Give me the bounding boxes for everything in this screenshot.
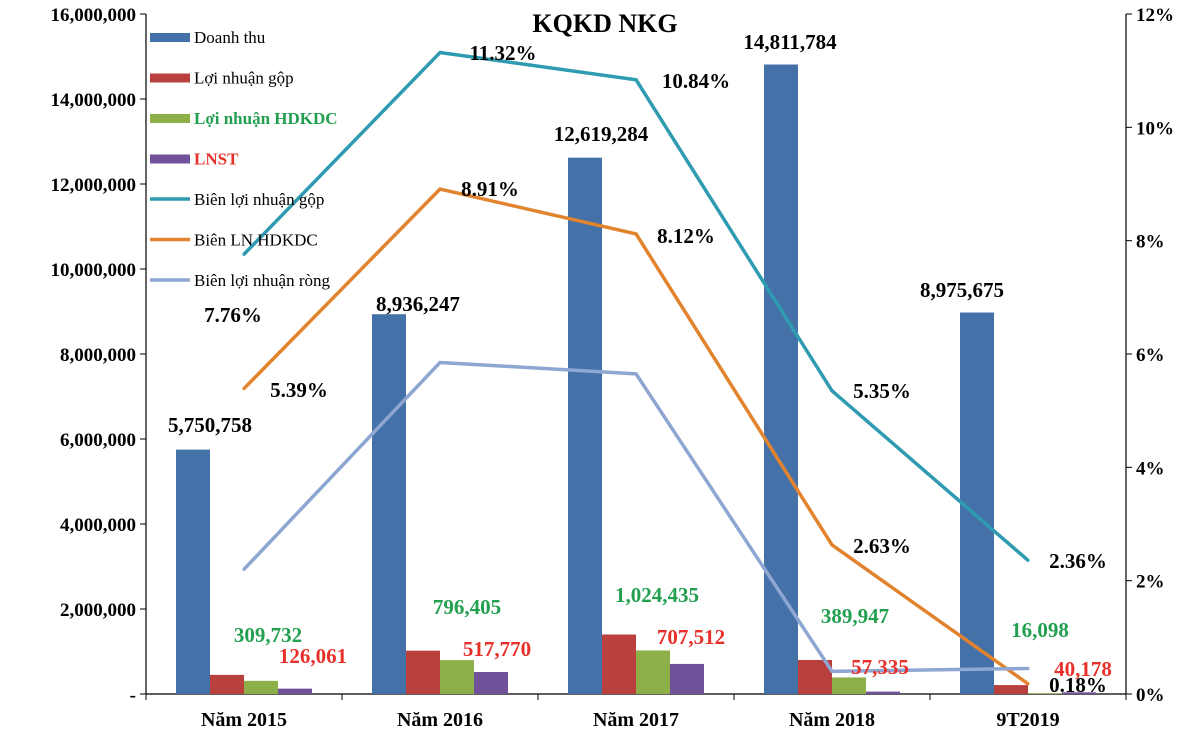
line-point-1-4 [1026, 682, 1030, 686]
chart-title: KQKD NKG [532, 9, 677, 38]
line-label-bien-gop-3: 5.35% [853, 379, 911, 403]
bar-3-2 [670, 663, 704, 694]
bar-label-lnst-2: 707,512 [657, 625, 725, 649]
bar-label-lnst-0: 126,061 [279, 644, 347, 668]
y-right-tick-label: 2% [1136, 572, 1165, 593]
bar-label-hdkdc-3: 389,947 [821, 604, 889, 628]
bar-2-3 [832, 677, 866, 694]
y-right-tick-label: 12% [1136, 5, 1174, 26]
line-point-0-3 [830, 389, 834, 393]
bar-1-4 [994, 685, 1028, 694]
line-label-bien-hdkdc-2: 8.12% [657, 224, 715, 248]
line-point-2-2 [634, 372, 638, 376]
bar-0-0 [176, 449, 210, 694]
y-left-tick-label: 10,000,000 [51, 260, 137, 281]
legend-label-5: Biên LN HDKDC [194, 231, 318, 250]
y-left-tick-label: 14,000,000 [51, 90, 137, 111]
legend-label-0: Doanh thu [194, 28, 266, 47]
y-left-tick-label: 2,000,000 [60, 600, 136, 621]
y-left-tick-label: 8,000,000 [60, 345, 136, 366]
line-label-bien-hdkdc-4: 0.18% [1049, 673, 1107, 697]
x-tick-label: Năm 2015 [201, 709, 287, 731]
y-right-tick-label: 4% [1136, 458, 1165, 479]
y-left-tick-label: 6,000,000 [60, 430, 136, 451]
line-point-2-4 [1026, 666, 1030, 671]
line-point-1-3 [830, 543, 834, 547]
line-point-1-0 [242, 386, 246, 391]
legend-swatch-2 [150, 114, 190, 123]
bar-label-doanh-thu-3: 14,811,784 [743, 30, 837, 54]
bar-label-lnst-4: 40,178 [1054, 657, 1112, 681]
bar-3-0 [278, 688, 312, 694]
line-point-1-2 [634, 232, 638, 236]
x-tick-label: Năm 2016 [397, 709, 483, 731]
bar-label-hdkdc-4: 16,098 [1011, 618, 1069, 642]
bar-0-2 [568, 157, 602, 695]
bar-label-doanh-thu-1: 8,936,247 [376, 292, 460, 316]
line-point-1-1 [438, 187, 442, 191]
line-label-bien-hdkdc-3: 2.63% [853, 534, 911, 558]
legend-label-3: LNST [194, 150, 239, 169]
line-point-0-1 [438, 50, 442, 55]
bar-2-2 [636, 650, 670, 694]
axes: - 2,000,000 4,000,000 6,000,000 8,000,000 10,… [51, 5, 1175, 731]
bar-1-0 [210, 674, 244, 694]
y-right-tick-label: 10% [1136, 118, 1174, 139]
line-label-bien-gop-1: 11.32% [469, 41, 536, 65]
legend: Doanh thu Lợi nhuận gộp Lợi nhuận HDKDC LNS… [150, 28, 338, 290]
line-label-bien-hdkdc-1: 8.91% [461, 177, 519, 201]
line-series-1 [242, 187, 1030, 686]
line-series-2 [242, 360, 1029, 674]
line-point-2-3 [830, 669, 834, 673]
bar-2-0 [244, 680, 278, 694]
line-label-bien-gop-0: 7.76% [204, 303, 262, 327]
bar-1-2 [602, 634, 636, 694]
line-point-2-1 [438, 360, 442, 365]
line-point-2-0 [242, 567, 246, 571]
bar-label-lnst-3: 57,335 [851, 655, 909, 679]
lines [242, 50, 1030, 686]
y-right-tick-label: 0% [1136, 685, 1165, 706]
line-point-0-0 [242, 252, 246, 256]
bar-label-hdkdc-1: 796,405 [433, 595, 501, 619]
bar-3-1 [474, 671, 508, 694]
legend-label-2: Lợi nhuận HDKDC [194, 109, 338, 128]
line-label-bien-gop-2: 10.84% [662, 69, 730, 93]
bar-1-1 [406, 650, 440, 694]
x-tick-label: Năm 2017 [593, 709, 679, 731]
legend-swatch-0 [150, 33, 190, 42]
data-labels: 5,750,758 8,936,247 12,619,284 14,811,784 8,… [168, 30, 1112, 697]
bar-label-doanh-thu-0: 5,750,758 [168, 413, 252, 437]
x-tick-label: 9T2019 [996, 709, 1059, 731]
bar-label-doanh-thu-4: 8,975,675 [920, 278, 1004, 302]
line-point-0-2 [634, 78, 638, 82]
bar-0-4 [960, 312, 994, 694]
y-left-tick-label: 16,000,000 [51, 5, 137, 26]
bar-0-3 [764, 64, 798, 694]
y-left-tick-label: - [130, 685, 136, 706]
legend-swatch-1 [150, 73, 190, 83]
bar-3-3 [866, 691, 900, 694]
legend-label-1: Lợi nhuận gộp [194, 69, 294, 88]
bar-3-4 [1062, 692, 1096, 694]
line-label-bien-hdkdc-0: 5.39% [270, 378, 328, 402]
bar-2-4 [1028, 693, 1062, 694]
legend-label-4: Biên lợi nhuận gộp [194, 190, 324, 209]
line-label-bien-gop-4: 2.36% [1049, 549, 1107, 573]
y-left-tick-label: 12,000,000 [51, 175, 137, 196]
bar-label-doanh-thu-2: 12,619,284 [554, 122, 649, 146]
y-right-tick-label: 8% [1136, 232, 1165, 253]
y-left-tick-label: 4,000,000 [60, 515, 136, 536]
bar-0-1 [372, 314, 406, 694]
y-right-tick-label: 6% [1136, 345, 1165, 366]
line-point-0-4 [1026, 558, 1030, 562]
x-tick-label: Năm 2018 [789, 709, 875, 731]
bar-label-lnst-1: 517,770 [463, 637, 531, 661]
bar-2-1 [440, 660, 474, 694]
bar-label-hdkdc-0: 309,732 [234, 623, 302, 647]
bar-label-hdkdc-2: 1,024,435 [615, 583, 699, 607]
legend-label-6: Biên lợi nhuận ròng [194, 271, 331, 290]
legend-swatch-3 [150, 154, 190, 164]
